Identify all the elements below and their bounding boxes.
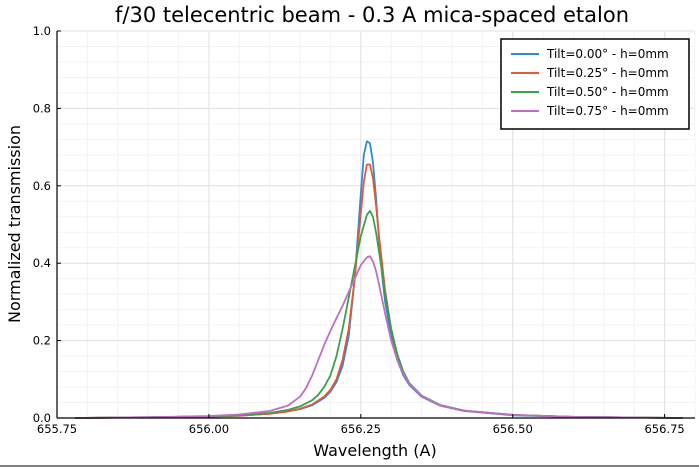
legend-label-3: Tilt=0.50° - h=0mm <box>546 85 669 99</box>
y-tick-label: 0.4 <box>33 256 51 270</box>
legend-label-4: Tilt=0.75° - h=0mm <box>546 104 669 118</box>
legend-label-2: Tilt=0.25° - h=0mm <box>546 66 669 80</box>
x-tick-label: 656.50 <box>493 422 533 436</box>
legend: Tilt=0.00° - h=0mm Tilt=0.25° - h=0mm Tilt… <box>500 38 690 130</box>
legend-label-1: Tilt=0.00° - h=0mm <box>546 47 669 61</box>
axes <box>0 30 699 467</box>
x-tick-label: 656.75 <box>644 422 684 436</box>
tick-labels: 655.75 656.00 656.25 656.50 656.75 0.0 0.2 0.4 0… <box>33 24 685 436</box>
y-tick-label: 0.2 <box>33 334 51 348</box>
x-tick-label: 656.00 <box>189 422 229 436</box>
x-tick-label: 655.75 <box>37 422 77 436</box>
series-line-4 <box>75 255 683 419</box>
series-lines <box>75 140 683 419</box>
chart-title: f/30 telecentric beam - 0.3 A mica-space… <box>115 3 629 27</box>
y-tick-label: 0.0 <box>33 411 51 425</box>
y-tick-label: 0.6 <box>33 179 51 193</box>
x-axis-label: Wavelength (A) <box>313 441 436 460</box>
y-axis-label: Normalized transmission <box>5 125 24 323</box>
x-tick-label: 656.25 <box>341 422 381 436</box>
y-tick-label: 1.0 <box>33 24 51 38</box>
y-tick-label: 0.8 <box>33 101 51 115</box>
